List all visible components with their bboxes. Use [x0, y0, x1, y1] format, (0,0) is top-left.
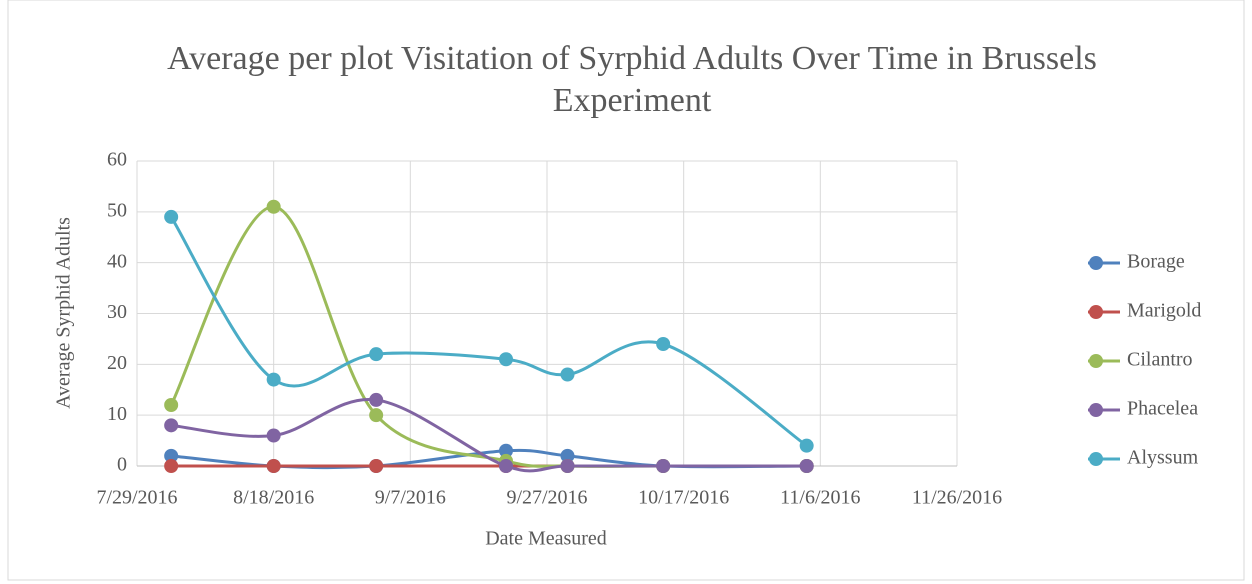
x-tick-label: 9/27/2016: [506, 487, 587, 509]
data-point: [499, 443, 513, 458]
data-point: [164, 459, 179, 473]
y-tick-label: 30: [107, 301, 127, 323]
data-point: [266, 459, 281, 473]
data-point: [560, 459, 575, 473]
data-point: [799, 438, 814, 453]
y-tick-label: 50: [107, 199, 127, 221]
data-point: [799, 459, 814, 473]
legend-label: Marigold: [1127, 300, 1201, 322]
data-point: [164, 418, 179, 433]
y-tick-label: 20: [107, 352, 127, 374]
data-point: [266, 428, 281, 443]
x-tick-label: 9/7/2016: [375, 487, 446, 509]
x-tick-label: 8/18/2016: [233, 487, 314, 509]
x-tick-label: 10/17/2016: [638, 487, 729, 509]
data-point: [499, 459, 513, 473]
x-tick-label: 7/29/2016: [96, 487, 177, 509]
y-tick-label: 10: [107, 403, 127, 425]
data-point: [164, 209, 179, 224]
data-point: [164, 398, 179, 412]
chart-title: Average per plot Visitation of Syrphid A…: [167, 40, 1097, 119]
x-axis-title: Date Measured: [485, 528, 607, 550]
data-point: [369, 347, 384, 362]
data-point: [369, 459, 384, 473]
legend-label: Cilantro: [1127, 349, 1193, 371]
y-tick-label: 40: [107, 250, 127, 272]
data-point: [369, 392, 384, 407]
legend-label: Phacelea: [1127, 398, 1198, 420]
data-point: [656, 459, 671, 473]
legend-marker: [1089, 403, 1103, 417]
data-point: [369, 408, 384, 423]
legend-marker: [1089, 305, 1103, 319]
data-point: [499, 352, 513, 367]
y-tick-label: 60: [107, 149, 127, 171]
x-tick-label: 11/6/2016: [780, 487, 860, 509]
legend-marker: [1089, 256, 1103, 270]
data-point: [266, 372, 281, 387]
data-point: [656, 337, 671, 351]
series-line: [169, 216, 808, 447]
legend-label: Alyssum: [1127, 447, 1199, 469]
data-point: [560, 448, 575, 463]
x-tick-label: 11/26/2016: [912, 487, 1002, 509]
y-axis-title: Average Syrphid Adults: [53, 217, 75, 409]
data-point: [164, 448, 179, 463]
legend-marker: [1089, 354, 1103, 368]
data-point: [560, 367, 575, 382]
y-tick-label: 0: [117, 454, 127, 476]
chart-border: [7, 0, 1245, 581]
legend-marker: [1089, 452, 1103, 466]
data-point: [266, 199, 281, 214]
legend-label: Borage: [1127, 251, 1185, 273]
